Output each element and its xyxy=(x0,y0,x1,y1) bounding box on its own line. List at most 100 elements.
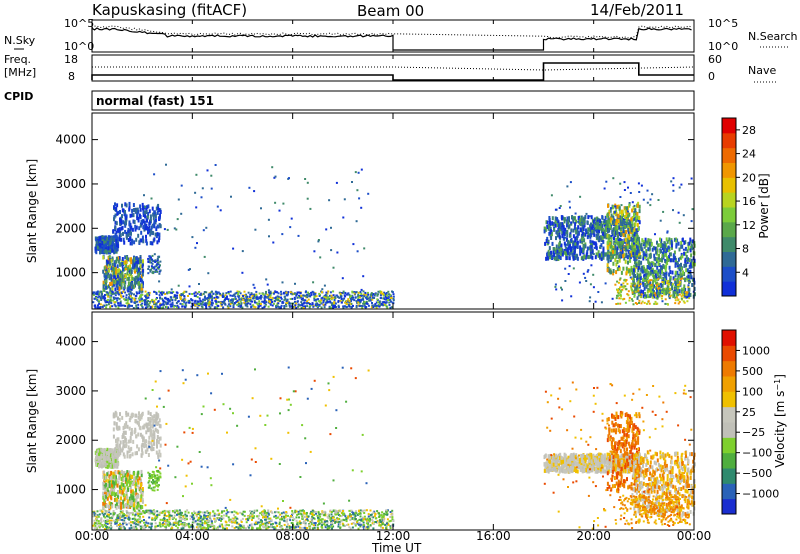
power-cell xyxy=(632,290,635,295)
power-cell xyxy=(240,304,243,307)
power-cell xyxy=(154,232,157,237)
power-cell xyxy=(287,291,290,294)
power-cell xyxy=(108,268,111,273)
power-cell xyxy=(392,299,395,302)
power-cell xyxy=(121,304,124,307)
power-cell xyxy=(687,277,690,282)
power-cell xyxy=(627,260,629,265)
velocity-cell xyxy=(125,481,128,485)
power-cell xyxy=(107,294,110,297)
power-cell xyxy=(626,242,629,247)
velocity-cell xyxy=(122,430,125,435)
power-cell xyxy=(578,281,581,284)
power-cell xyxy=(310,293,313,296)
velocity-cell xyxy=(113,487,115,492)
power-cell xyxy=(143,220,146,225)
power-cell xyxy=(205,226,208,229)
power-cell xyxy=(269,296,272,299)
power-cell xyxy=(279,306,282,309)
power-cell xyxy=(155,298,158,301)
power-cell xyxy=(669,278,672,283)
power-cell xyxy=(312,293,315,296)
power-cell xyxy=(632,303,635,306)
power-cell xyxy=(100,299,103,301)
power-cell xyxy=(124,202,127,207)
velocity-cell xyxy=(117,462,120,467)
velocity-cell xyxy=(122,426,125,430)
power-cell xyxy=(238,290,241,293)
power-cell xyxy=(244,299,247,302)
power-cell xyxy=(162,302,165,305)
power-cell xyxy=(672,209,674,212)
power-cell xyxy=(141,269,144,274)
power-cell xyxy=(348,300,351,302)
power-cell xyxy=(127,276,130,281)
power-cell xyxy=(678,268,681,271)
power-cell xyxy=(623,256,626,261)
power-cell xyxy=(111,293,114,296)
power-cell xyxy=(686,300,689,303)
power-cell xyxy=(105,279,108,284)
power-cell xyxy=(649,254,652,259)
power-cell xyxy=(633,212,635,217)
power-cell xyxy=(151,206,154,211)
power-cell xyxy=(621,250,624,255)
power-cell xyxy=(110,294,113,297)
power-cell xyxy=(93,297,96,300)
power-cell xyxy=(638,280,641,285)
velocity-cell xyxy=(145,439,147,444)
power-cell xyxy=(568,265,571,268)
power-cell xyxy=(566,233,569,238)
power-cell xyxy=(134,227,137,232)
power-cell xyxy=(605,228,607,233)
power-cell xyxy=(376,298,379,301)
power-cell xyxy=(652,261,655,266)
power-cell xyxy=(620,212,623,217)
power-cell xyxy=(642,294,645,299)
power-cell xyxy=(129,295,132,298)
power-cell xyxy=(668,272,671,277)
power-cell xyxy=(202,303,205,306)
power-cell xyxy=(339,300,342,302)
power-cell xyxy=(378,305,381,308)
power-cell xyxy=(563,238,566,241)
power-cell xyxy=(264,292,267,295)
velocity-cell xyxy=(101,448,104,453)
power-cell xyxy=(648,295,651,298)
power-cell xyxy=(113,303,116,306)
power-cell xyxy=(207,295,210,298)
velocity-cell xyxy=(132,439,135,444)
power-cell xyxy=(260,296,263,299)
velocity-cell xyxy=(155,441,158,446)
velocity-cell xyxy=(122,443,125,447)
power-cell xyxy=(209,294,212,297)
power-cell xyxy=(143,223,146,228)
power-cell xyxy=(145,218,148,223)
power-cell xyxy=(646,275,649,280)
velocity-cell xyxy=(150,447,153,452)
power-cell xyxy=(689,292,692,297)
power-cell xyxy=(613,250,616,255)
velocity-cell xyxy=(127,479,130,484)
power-cell xyxy=(599,255,601,260)
power-cell xyxy=(550,194,553,197)
power-cell xyxy=(175,228,178,231)
power-cell xyxy=(658,295,661,298)
power-cell xyxy=(96,290,99,293)
power-cell xyxy=(574,236,577,241)
velocity-cell xyxy=(116,457,119,462)
power-cell xyxy=(626,210,629,213)
power-cell xyxy=(133,220,136,224)
power-cell xyxy=(379,297,382,299)
power-cell xyxy=(143,225,146,230)
power-cell xyxy=(660,283,662,286)
power-cell xyxy=(148,228,151,233)
power-cell xyxy=(105,293,108,296)
power-cell xyxy=(665,243,668,248)
velocity-cell xyxy=(126,499,129,504)
power-cell xyxy=(631,201,634,204)
power-cell xyxy=(330,226,332,229)
power-cell xyxy=(98,302,101,305)
power-cell xyxy=(545,239,548,243)
power-ytick-label: 2000 xyxy=(55,221,86,235)
